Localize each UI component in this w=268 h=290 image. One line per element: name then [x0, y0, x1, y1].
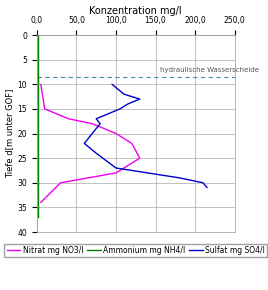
- Sulfat mg SO4/l: [122, 93, 125, 96]
- Ammonium mg NH4/l: [37, 107, 40, 111]
- Nitrat mg NO3/l: [43, 107, 46, 111]
- Ammonium mg NH4/l: [37, 215, 40, 219]
- Sulfat mg SO4/l: [206, 186, 209, 189]
- Sulfat mg SO4/l: [95, 117, 98, 121]
- Sulfat mg SO4/l: [178, 176, 181, 180]
- Ammonium mg NH4/l: [37, 33, 40, 37]
- Nitrat mg NO3/l: [67, 117, 70, 121]
- Nitrat mg NO3/l: [91, 122, 94, 125]
- Line: Nitrat mg NO3/l: Nitrat mg NO3/l: [41, 84, 140, 202]
- Text: hydraulische Wasserscheide: hydraulische Wasserscheide: [159, 68, 259, 73]
- Sulfat mg SO4/l: [83, 142, 86, 145]
- Sulfat mg SO4/l: [99, 122, 102, 125]
- Sulfat mg SO4/l: [95, 151, 98, 155]
- X-axis label: Konzentration mg/l: Konzentration mg/l: [90, 6, 182, 16]
- Sulfat mg SO4/l: [202, 181, 205, 184]
- Nitrat mg NO3/l: [39, 201, 42, 204]
- Nitrat mg NO3/l: [114, 132, 118, 135]
- Ammonium mg NH4/l: [37, 181, 40, 184]
- Sulfat mg SO4/l: [118, 107, 122, 111]
- Ammonium mg NH4/l: [37, 83, 40, 86]
- Nitrat mg NO3/l: [59, 181, 62, 184]
- Nitrat mg NO3/l: [39, 83, 42, 86]
- Sulfat mg SO4/l: [91, 132, 94, 135]
- Sulfat mg SO4/l: [114, 166, 118, 170]
- Nitrat mg NO3/l: [138, 156, 141, 160]
- Ammonium mg NH4/l: [37, 156, 40, 160]
- Sulfat mg SO4/l: [126, 102, 129, 106]
- Sulfat mg SO4/l: [110, 83, 114, 86]
- Line: Sulfat mg SO4/l: Sulfat mg SO4/l: [84, 84, 207, 188]
- Sulfat mg SO4/l: [138, 97, 141, 101]
- Legend: Nitrat mg NO3/l, Ammonium mg NH4/l, Sulfat mg SO4/l: Nitrat mg NO3/l, Ammonium mg NH4/l, Sulf…: [4, 244, 267, 257]
- Nitrat mg NO3/l: [114, 171, 118, 175]
- Nitrat mg NO3/l: [130, 142, 133, 145]
- Ammonium mg NH4/l: [37, 132, 40, 135]
- Y-axis label: Tiefe d[m unter GOF]: Tiefe d[m unter GOF]: [6, 89, 14, 178]
- Ammonium mg NH4/l: [37, 201, 40, 204]
